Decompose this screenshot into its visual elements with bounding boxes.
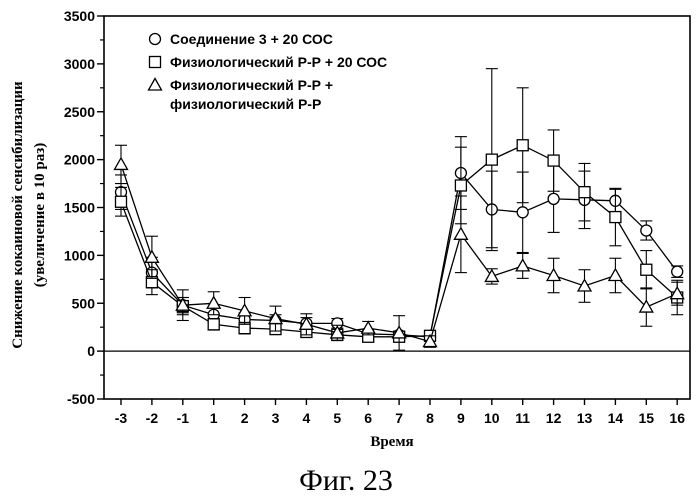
x-tick-label: 6 [364, 410, 372, 426]
y-tick-label: 500 [72, 295, 96, 311]
legend-label: Соединение 3 + 20 СОС [170, 31, 333, 47]
data-point [610, 212, 621, 223]
data-point [115, 158, 128, 170]
x-tick-label: 12 [546, 410, 562, 426]
figure-caption: Фиг. 23 [299, 464, 393, 497]
y-tick-label: 1500 [64, 200, 95, 216]
legend-label-line2: физиологический Р-Р [170, 96, 321, 112]
x-tick-label: 13 [577, 410, 593, 426]
series-triangle [115, 145, 684, 350]
y-axis-label-line1: Снижение кокаиновой сенсибилизации [10, 81, 26, 349]
axes: 3500300025002000150010005000-500-3-2-112… [64, 8, 690, 426]
data-point [454, 228, 467, 240]
data-point [516, 259, 529, 271]
chart-figure: 3500300025002000150010005000-500-3-2-112… [0, 0, 697, 500]
legend-marker-triangle [149, 79, 162, 91]
data-point [207, 297, 220, 309]
legend-marker-circle [150, 34, 161, 45]
data-point [362, 322, 375, 334]
legend-marker-square [150, 57, 161, 68]
y-axis-label-line2: (увеличение в 10 раз) [32, 143, 48, 288]
data-point [548, 193, 559, 204]
legend: Соединение 3 + 20 СОС Физиологический Р-Р… [149, 31, 388, 112]
data-point [455, 180, 466, 191]
x-tick-label: 1 [210, 410, 218, 426]
y-tick-label: 0 [87, 343, 95, 359]
data-point [485, 270, 498, 282]
legend-label: Физиологический Р-Р + [170, 77, 333, 93]
series-line [121, 145, 677, 336]
y-tick-label: 2000 [64, 152, 95, 168]
series-line [121, 173, 677, 337]
x-axis-label: Время [370, 434, 413, 450]
data-point [116, 196, 127, 207]
data-point [517, 207, 528, 218]
x-tick-label: -2 [146, 410, 159, 426]
x-tick-label: -1 [177, 410, 190, 426]
x-tick-label: 7 [395, 410, 403, 426]
series-line [121, 164, 677, 341]
x-tick-label: 10 [484, 410, 500, 426]
y-tick-label: 1000 [64, 247, 95, 263]
data-point [517, 140, 528, 151]
y-tick-label: 3000 [64, 56, 95, 72]
data-point [208, 319, 219, 330]
data-point [486, 154, 497, 165]
x-tick-label: 8 [426, 410, 434, 426]
data-point [609, 269, 622, 281]
data-point [579, 187, 590, 198]
data-point [641, 225, 652, 236]
data-point [578, 280, 591, 292]
series-circle [115, 137, 683, 343]
y-tick-label: 3500 [64, 8, 95, 24]
data-point [145, 251, 158, 263]
data-point [672, 266, 683, 277]
y-tick-label: 2500 [64, 104, 95, 120]
x-tick-label: 15 [639, 410, 655, 426]
x-tick-label: 11 [515, 410, 530, 426]
x-tick-label: 14 [608, 410, 624, 426]
x-tick-label: 16 [669, 410, 685, 426]
x-tick-label: 9 [457, 410, 465, 426]
x-tick-label: 3 [272, 410, 280, 426]
data-point [548, 155, 559, 166]
y-tick-label: -500 [67, 391, 95, 407]
legend-label: Физиологический Р-Р + 20 СОС [170, 54, 387, 70]
data-point [641, 264, 652, 275]
x-tick-label: 2 [241, 410, 249, 426]
x-tick-label: 5 [333, 410, 341, 426]
x-tick-label: -3 [115, 410, 128, 426]
x-tick-label: 4 [303, 410, 311, 426]
